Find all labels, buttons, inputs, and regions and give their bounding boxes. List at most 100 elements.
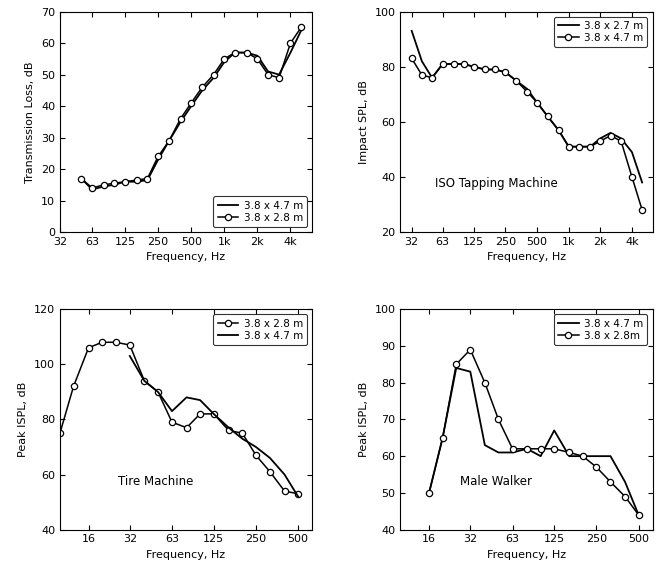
3.8 x 2.8 m bbox=[85, 345, 93, 352]
3.8 x 4.7 m bbox=[628, 173, 636, 180]
3.8 x 2.8 m bbox=[231, 49, 239, 56]
3.8 x 2.7 m bbox=[460, 61, 468, 68]
3.8 x 2.8 m bbox=[280, 488, 288, 495]
3.8 x 4.7 m bbox=[224, 424, 232, 431]
3.8 x 4.7 m bbox=[439, 61, 447, 68]
3.8 x 4.7 m bbox=[621, 478, 629, 485]
3.8 x 2.8 m bbox=[238, 430, 246, 436]
3.8 x 2.8m bbox=[537, 445, 545, 452]
3.8 x 2.8 m bbox=[77, 175, 85, 182]
3.8 x 2.8 m bbox=[252, 452, 260, 459]
3.8 x 2.8 m bbox=[220, 55, 228, 62]
3.8 x 4.7 m bbox=[565, 143, 573, 150]
3.8 x 2.8m bbox=[579, 453, 587, 460]
3.8 x 2.8 m bbox=[242, 49, 250, 56]
3.8 x 2.7 m bbox=[565, 143, 573, 150]
3.8 x 2.8 m bbox=[100, 182, 108, 189]
X-axis label: Frequency, Hz: Frequency, Hz bbox=[487, 550, 566, 560]
3.8 x 4.7 m bbox=[168, 407, 176, 414]
3.8 x 4.7 m bbox=[297, 27, 305, 34]
3.8 x 2.7 m bbox=[450, 61, 458, 68]
3.8 x 4.7 m bbox=[165, 137, 173, 144]
3.8 x 4.7 m bbox=[509, 449, 517, 456]
3.8 x 2.8 m bbox=[69, 383, 77, 390]
3.8 x 2.7 m bbox=[512, 77, 520, 84]
3.8 x 2.7 m bbox=[501, 69, 509, 76]
3.8 x 2.8m bbox=[621, 493, 629, 500]
3.8 x 4.7 m bbox=[111, 182, 119, 189]
3.8 x 2.8 m bbox=[224, 427, 232, 434]
3.8 x 2.8 m bbox=[253, 55, 261, 62]
3.8 x 4.7 m bbox=[492, 66, 500, 73]
3.8 x 4.7 m bbox=[100, 183, 108, 190]
3.8 x 4.7 m bbox=[501, 69, 509, 76]
Line: 3.8 x 4.7 m: 3.8 x 4.7 m bbox=[81, 30, 301, 190]
3.8 x 2.8 m bbox=[210, 71, 218, 78]
3.8 x 2.7 m bbox=[586, 143, 594, 150]
3.8 x 2.8 m bbox=[154, 153, 162, 160]
3.8 x 2.7 m bbox=[439, 61, 447, 68]
Line: 3.8 x 2.8m: 3.8 x 2.8m bbox=[426, 346, 642, 518]
3.8 x 2.8 m bbox=[294, 490, 302, 497]
3.8 x 4.7 m bbox=[418, 72, 426, 79]
3.8 x 2.8m bbox=[481, 379, 489, 386]
3.8 x 4.7 m bbox=[280, 471, 288, 478]
3.8 x 2.8 m bbox=[126, 342, 134, 349]
3.8 x 2.8 m bbox=[89, 184, 97, 191]
3.8 x 2.7 m bbox=[607, 129, 615, 136]
3.8 x 4.7 m bbox=[593, 453, 601, 460]
3.8 x 4.7 m bbox=[635, 512, 643, 519]
3.8 x 2.8 m bbox=[210, 410, 218, 417]
3.8 x 2.8 m bbox=[286, 40, 294, 47]
3.8 x 2.8m bbox=[607, 478, 615, 485]
3.8 x 2.7 m bbox=[428, 74, 436, 81]
3.8 x 2.8 m bbox=[275, 74, 283, 81]
3.8 x 4.7 m bbox=[439, 434, 447, 441]
3.8 x 4.7 m bbox=[210, 410, 218, 417]
3.8 x 4.7 m bbox=[425, 489, 433, 496]
3.8 x 4.7 m bbox=[220, 59, 228, 66]
3.8 x 4.7 m bbox=[470, 63, 478, 70]
3.8 x 4.7 m bbox=[154, 388, 162, 395]
3.8 x 2.8m bbox=[635, 512, 643, 519]
3.8 x 2.7 m bbox=[543, 113, 551, 120]
3.8 x 2.8m bbox=[523, 445, 531, 452]
3.8 x 4.7 m bbox=[596, 138, 604, 145]
3.8 x 2.8 m bbox=[112, 339, 120, 346]
Y-axis label: Peak ISPL, dB: Peak ISPL, dB bbox=[359, 382, 369, 457]
3.8 x 2.8m bbox=[425, 489, 433, 496]
3.8 x 2.8 m bbox=[56, 430, 64, 436]
3.8 x 2.8m bbox=[550, 445, 558, 452]
Line: 3.8 x 2.7 m: 3.8 x 2.7 m bbox=[412, 31, 642, 183]
3.8 x 4.7 m bbox=[607, 453, 615, 460]
Legend: 3.8 x 2.7 m, 3.8 x 4.7 m: 3.8 x 2.7 m, 3.8 x 4.7 m bbox=[554, 17, 647, 47]
3.8 x 2.7 m bbox=[408, 27, 416, 34]
3.8 x 4.7 m bbox=[638, 207, 646, 214]
3.8 x 4.7 m bbox=[452, 364, 460, 371]
3.8 x 4.7 m bbox=[242, 49, 250, 56]
3.8 x 2.8 m bbox=[187, 100, 195, 107]
3.8 x 4.7 m bbox=[275, 71, 283, 78]
3.8 x 2.8 m bbox=[111, 180, 119, 187]
Y-axis label: Peak ISPL, dB: Peak ISPL, dB bbox=[19, 382, 29, 457]
3.8 x 2.8m bbox=[452, 361, 460, 368]
Line: 3.8 x 2.8 m: 3.8 x 2.8 m bbox=[78, 24, 304, 191]
3.8 x 4.7 m bbox=[450, 61, 458, 68]
Text: ISO Tapping Machine: ISO Tapping Machine bbox=[435, 177, 557, 190]
3.8 x 2.8 m bbox=[176, 115, 184, 122]
3.8 x 4.7 m bbox=[266, 455, 274, 462]
3.8 x 4.7 m bbox=[176, 118, 184, 125]
3.8 x 2.8 m bbox=[198, 84, 206, 91]
3.8 x 2.8m bbox=[593, 464, 601, 471]
3.8 x 4.7 m bbox=[238, 435, 246, 442]
3.8 x 2.7 m bbox=[470, 63, 478, 70]
3.8 x 4.7 m bbox=[154, 156, 162, 163]
3.8 x 4.7 m bbox=[210, 74, 218, 81]
3.8 x 4.7 m bbox=[555, 127, 563, 134]
3.8 x 4.7 m bbox=[196, 396, 204, 403]
3.8 x 2.8 m bbox=[266, 469, 274, 475]
3.8 x 4.7 m bbox=[617, 138, 625, 145]
3.8 x 2.8m bbox=[509, 445, 517, 452]
3.8 x 2.8m bbox=[565, 449, 573, 456]
3.8 x 2.8 m bbox=[297, 24, 305, 31]
